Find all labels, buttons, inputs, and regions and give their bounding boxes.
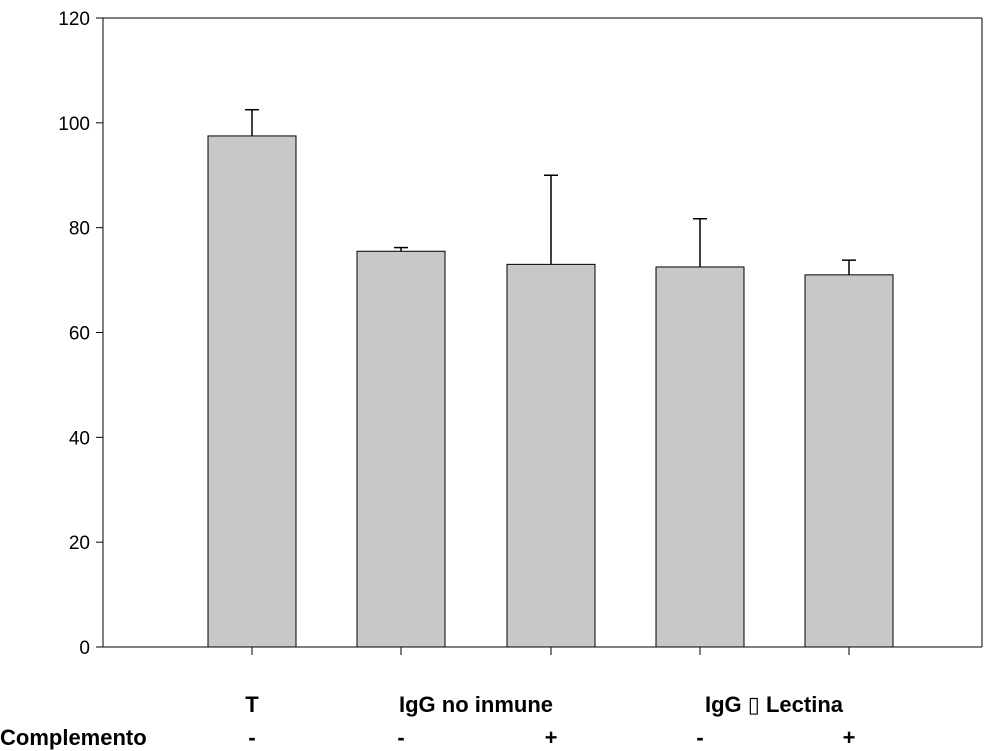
group-label-t: T	[245, 692, 259, 717]
bar-4	[655, 266, 745, 648]
complement-sign-4: -	[696, 725, 703, 750]
group-label-igg-lectina: IgG ▯ Lectina	[705, 692, 844, 717]
y-tick-label-20: 20	[69, 533, 90, 554]
bar-3	[506, 263, 596, 648]
y-tick-label-0: 0	[79, 638, 90, 659]
complement-sign-1: -	[248, 725, 255, 750]
bar-5	[804, 274, 894, 648]
y-axis: 0 20 40 60 80 100 120	[58, 9, 104, 659]
complement-sign-5: +	[843, 725, 856, 750]
y-tick-label-80: 80	[69, 219, 90, 240]
bars-group	[207, 135, 894, 648]
bar-2	[356, 250, 446, 648]
y-tick-label-120: 120	[58, 9, 90, 30]
plot-frame	[103, 17, 983, 647]
complement-sign-2: -	[397, 725, 404, 750]
y-tick-label-40: 40	[69, 428, 90, 449]
y-tick-label-60: 60	[69, 324, 90, 345]
complemento-row-label: Complemento	[0, 725, 147, 750]
x-axis	[103, 646, 982, 655]
complement-sign-3: +	[545, 725, 558, 750]
bar-1	[207, 135, 297, 648]
category-labels: T IgG no inmune IgG ▯ Lectina Complement…	[0, 692, 855, 750]
y-tick-label-100: 100	[58, 114, 90, 135]
group-label-igg-no-inmune: IgG no inmune	[399, 692, 553, 717]
error-bars-group	[245, 108, 856, 275]
